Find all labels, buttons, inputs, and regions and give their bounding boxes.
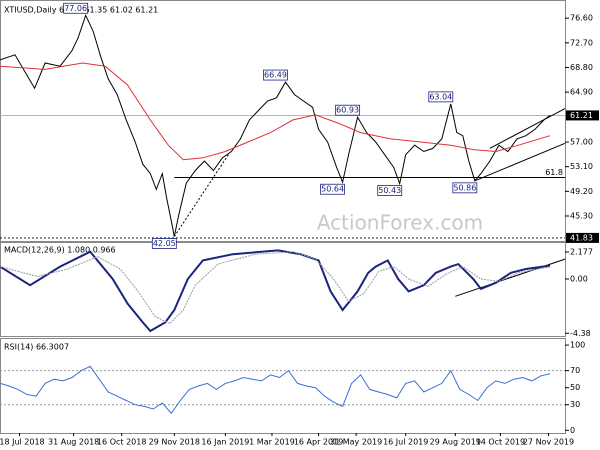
annotation-box [377,185,403,196]
y-tick-label: 50 [570,383,580,392]
y-tick-label: 0 [570,426,575,435]
trend-line [173,154,229,237]
panel-title: MACD(12,26,9) 1.080 0.966 [4,246,116,255]
x-tick-label: 16 Jan 2019 [201,438,249,447]
x-tick-label: 27 Nov 2019 [523,438,574,447]
x-tick-label: 14 Oct 2019 [476,438,525,447]
annotation-label: 63.04 [429,92,452,101]
annotation-label: 77.06 [64,4,87,13]
annotation-label: 50.43 [378,186,401,195]
annotation-box [320,183,346,195]
y-tick-label: 0.00 [570,274,588,283]
y-tick-label: 30 [570,400,580,409]
y-tick-label: 53.10 [570,162,593,171]
annotation-label: 66.49 [264,71,287,80]
annotation-box [151,238,177,249]
y-tick-label: 70 [570,366,580,375]
annotation-label: 42.05 [153,239,176,248]
price-panel [0,0,566,242]
y-tick-label: 76.60 [570,14,593,23]
y-tick-label: 64.90 [570,88,593,97]
price-marker-label: 61.21 [570,111,593,120]
y-tick-label: 49.20 [570,187,593,196]
series-line [0,251,551,325]
x-tick-label: 18 Jul 2018 [0,438,45,447]
y-tick-label: 45.30 [570,211,593,220]
watermark: ActionForex.com [317,211,483,235]
x-tick-label: 31 May 2019 [330,438,382,447]
annotation-label: 60.93 [336,106,359,115]
annotation-box [428,91,454,103]
price-marker-label: 41.83 [570,233,593,242]
y-tick-label: 57.00 [570,138,593,147]
fib-label: 61.8 [545,168,563,177]
series-line [0,13,551,237]
y-tick-label: 100 [570,341,585,350]
annotation-label: 50.86 [453,183,476,192]
x-tick-label: 16 Oct 2018 [97,438,146,447]
macd-panel [0,242,566,337]
price-marker-box [566,232,599,243]
x-tick-label: 16 Jul 2019 [383,438,428,447]
trend-line [474,142,566,182]
y-tick-label: 68.80 [570,63,593,72]
x-tick-label: 29 Nov 2018 [149,438,200,447]
trend-line [489,108,566,149]
annotation-label: 50.64 [321,185,344,194]
x-tick-label: 31 Aug 2018 [48,438,99,447]
series-line [0,62,551,161]
annotation-box [63,2,89,14]
annotation-box [452,182,478,194]
series-line [0,249,551,333]
x-tick-label: 1 Mar 2019 [249,438,295,447]
y-tick-label: 2.177 [570,247,593,256]
panel-title: RSI(14) 66.3007 [4,343,69,352]
x-tick-label: 29 Aug 2019 [430,438,481,447]
annotation-box [335,104,361,116]
price-marker-box [566,110,599,121]
series-line [0,365,551,415]
y-tick-label: 72.70 [570,38,593,47]
x-tick-label: 16 Apr 2019 [294,438,343,447]
y-tick-label: -4.38 [570,329,591,338]
annotation-box [263,69,288,81]
rsi-panel [0,338,566,434]
